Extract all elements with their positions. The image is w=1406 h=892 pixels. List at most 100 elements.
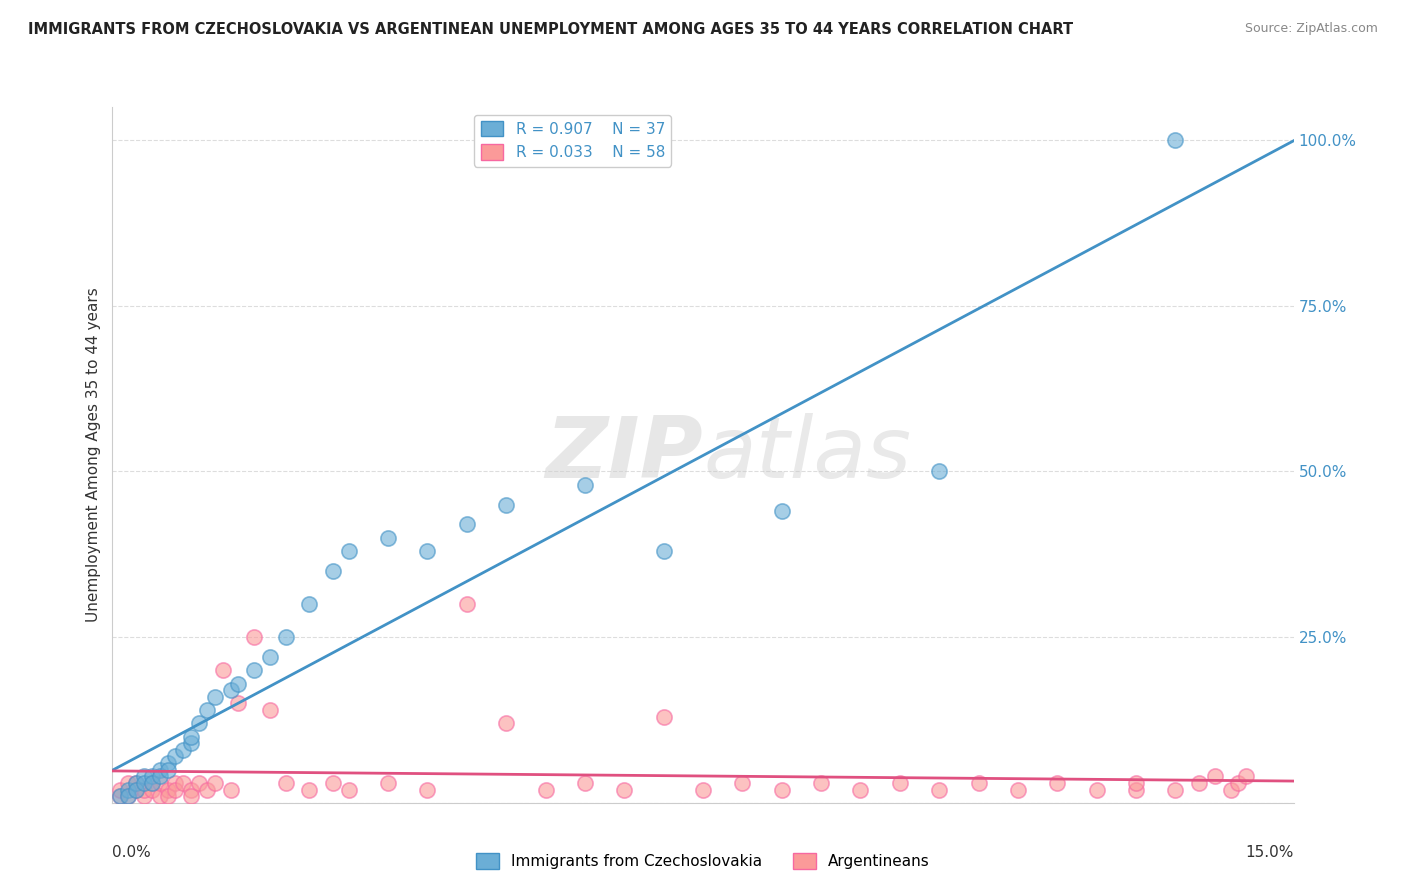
Text: 15.0%: 15.0% bbox=[1246, 845, 1294, 860]
Point bbox=[1234, 769, 1257, 783]
Point bbox=[770, 504, 793, 518]
Point bbox=[274, 630, 297, 644]
Point bbox=[141, 782, 163, 797]
Point bbox=[613, 782, 636, 797]
Point bbox=[228, 676, 250, 690]
Point bbox=[849, 782, 872, 797]
Point bbox=[204, 690, 226, 704]
Text: IMMIGRANTS FROM CZECHOSLOVAKIA VS ARGENTINEAN UNEMPLOYMENT AMONG AGES 35 TO 44 Y: IMMIGRANTS FROM CZECHOSLOVAKIA VS ARGENT… bbox=[28, 22, 1073, 37]
Point bbox=[1085, 782, 1108, 797]
Point bbox=[259, 703, 281, 717]
Point bbox=[1219, 782, 1241, 797]
Point bbox=[416, 782, 439, 797]
Point bbox=[125, 782, 148, 797]
Point bbox=[652, 709, 675, 723]
Point bbox=[125, 776, 148, 790]
Text: atlas: atlas bbox=[703, 413, 911, 497]
Point bbox=[165, 749, 187, 764]
Point bbox=[337, 782, 360, 797]
Point bbox=[810, 776, 832, 790]
Point bbox=[228, 697, 250, 711]
Point bbox=[770, 782, 793, 797]
Point bbox=[180, 730, 202, 744]
Point bbox=[298, 597, 321, 611]
Point bbox=[1046, 776, 1069, 790]
Point bbox=[125, 782, 148, 797]
Point bbox=[180, 789, 202, 804]
Point bbox=[195, 703, 218, 717]
Point bbox=[132, 769, 155, 783]
Point bbox=[1164, 782, 1187, 797]
Point bbox=[156, 782, 179, 797]
Point bbox=[211, 663, 233, 677]
Point bbox=[132, 789, 155, 804]
Point bbox=[495, 498, 517, 512]
Point bbox=[928, 782, 950, 797]
Point bbox=[132, 782, 155, 797]
Point bbox=[117, 776, 139, 790]
Point bbox=[156, 789, 179, 804]
Point bbox=[322, 776, 344, 790]
Point bbox=[149, 769, 172, 783]
Point bbox=[156, 756, 179, 770]
Point bbox=[149, 763, 172, 777]
Point bbox=[456, 597, 478, 611]
Point bbox=[141, 776, 163, 790]
Point bbox=[1227, 776, 1250, 790]
Point bbox=[165, 782, 187, 797]
Point bbox=[188, 716, 211, 731]
Point bbox=[110, 789, 132, 804]
Point bbox=[456, 517, 478, 532]
Point bbox=[652, 544, 675, 558]
Point bbox=[172, 743, 194, 757]
Point bbox=[1125, 782, 1147, 797]
Point bbox=[132, 776, 155, 790]
Point bbox=[219, 782, 242, 797]
Point bbox=[1188, 776, 1211, 790]
Point bbox=[574, 477, 596, 491]
Point bbox=[377, 776, 399, 790]
Text: Source: ZipAtlas.com: Source: ZipAtlas.com bbox=[1244, 22, 1378, 36]
Point bbox=[1125, 776, 1147, 790]
Point bbox=[156, 763, 179, 777]
Point bbox=[1007, 782, 1029, 797]
Point bbox=[141, 776, 163, 790]
Point bbox=[1204, 769, 1226, 783]
Point bbox=[117, 789, 139, 804]
Point bbox=[165, 776, 187, 790]
Point bbox=[180, 736, 202, 750]
Point bbox=[967, 776, 990, 790]
Text: ZIP: ZIP bbox=[546, 413, 703, 497]
Point bbox=[110, 782, 132, 797]
Point bbox=[141, 769, 163, 783]
Point bbox=[574, 776, 596, 790]
Point bbox=[180, 782, 202, 797]
Point bbox=[298, 782, 321, 797]
Point bbox=[928, 465, 950, 479]
Point bbox=[416, 544, 439, 558]
Point bbox=[195, 782, 218, 797]
Point bbox=[149, 776, 172, 790]
Legend: Immigrants from Czechoslovakia, Argentineans: Immigrants from Czechoslovakia, Argentin… bbox=[470, 847, 936, 875]
Legend: R = 0.907    N = 37, R = 0.033    N = 58: R = 0.907 N = 37, R = 0.033 N = 58 bbox=[474, 115, 671, 167]
Point bbox=[731, 776, 754, 790]
Point bbox=[337, 544, 360, 558]
Point bbox=[322, 564, 344, 578]
Point bbox=[110, 789, 132, 804]
Point bbox=[534, 782, 557, 797]
Point bbox=[274, 776, 297, 790]
Point bbox=[117, 789, 139, 804]
Point bbox=[204, 776, 226, 790]
Point bbox=[172, 776, 194, 790]
Point bbox=[188, 776, 211, 790]
Point bbox=[889, 776, 911, 790]
Point bbox=[149, 789, 172, 804]
Point bbox=[243, 630, 266, 644]
Point bbox=[495, 716, 517, 731]
Y-axis label: Unemployment Among Ages 35 to 44 years: Unemployment Among Ages 35 to 44 years bbox=[86, 287, 101, 623]
Point bbox=[1164, 133, 1187, 147]
Point bbox=[243, 663, 266, 677]
Point bbox=[377, 531, 399, 545]
Point bbox=[219, 683, 242, 698]
Point bbox=[259, 650, 281, 665]
